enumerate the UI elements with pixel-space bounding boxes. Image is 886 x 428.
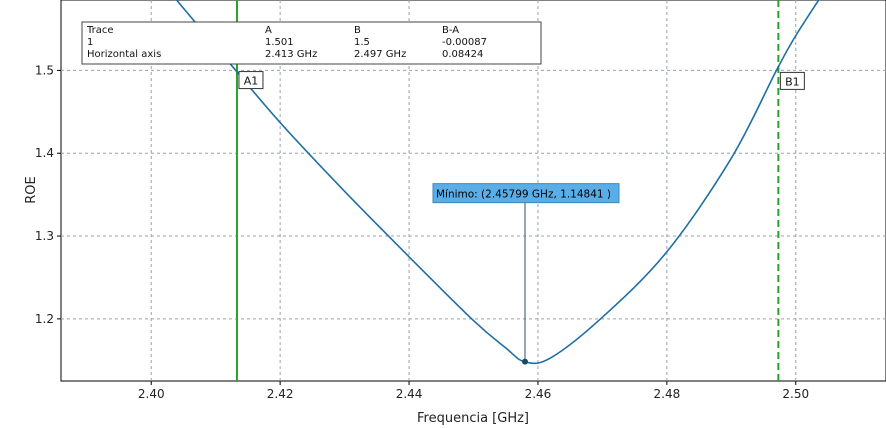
table-cell: Horizontal axis (87, 49, 161, 60)
x-tick-label: 2.48 (654, 387, 681, 401)
marker-label-a1: A1 (238, 71, 264, 90)
series-line (175, 0, 820, 365)
table-cell: -0.00087 (442, 37, 487, 48)
table-cell: 0.08424 (442, 49, 483, 60)
table-box (81, 21, 542, 65)
table-cell: 2.497 GHz (354, 49, 406, 60)
annotation: Mínimo: (2.45799 GHz, 1.14841 ) (432, 183, 620, 365)
marker-label-b1: B1 (779, 71, 805, 90)
y-axis-label: ROE (24, 176, 39, 203)
x-tick-label: 2.46 (525, 387, 552, 401)
annotation-text: Mínimo: (2.45799 GHz, 1.14841 ) (436, 189, 611, 201)
table-header-cell: A (265, 25, 272, 36)
marker-label-text: B1 (785, 75, 800, 88)
marker-labels: A1 B1 (238, 71, 805, 90)
table-header-cell: Trace (86, 25, 114, 36)
table-header-cell: B (354, 25, 361, 36)
marker-table: Trace A B B-A 1 1.501 1.5 -0.00087 Horizontal ax… (81, 21, 542, 65)
y-axis: 1.2 1.3 1.4 1.5 (35, 63, 61, 326)
annotation-box (432, 183, 620, 204)
table-cell: 1.5 (354, 37, 370, 48)
x-tick-label: 2.50 (782, 387, 809, 401)
series (175, 0, 820, 365)
x-tick-label: 2.40 (138, 387, 165, 401)
table-cell: 1.501 (265, 37, 294, 48)
x-axis: 2.40 2.42 2.44 2.46 2.48 2.50 (138, 381, 809, 401)
x-tick-label: 2.44 (396, 387, 423, 401)
table-cell: 2.413 GHz (265, 49, 317, 60)
x-tick-label: 2.42 (267, 387, 294, 401)
y-tick-label: 1.3 (35, 229, 54, 243)
x-axis-label: Frequencia [GHz] (417, 411, 529, 426)
y-tick-label: 1.5 (35, 63, 54, 77)
table-cell: 1 (87, 37, 93, 48)
marker-label-box (238, 71, 264, 90)
y-tick-label: 1.4 (35, 146, 54, 160)
table-header-cell: B-A (442, 25, 459, 36)
minimum-point (521, 358, 528, 365)
marker-label-box (779, 71, 805, 90)
marker-label-text: A1 (244, 75, 259, 88)
y-tick-label: 1.2 (35, 312, 54, 326)
